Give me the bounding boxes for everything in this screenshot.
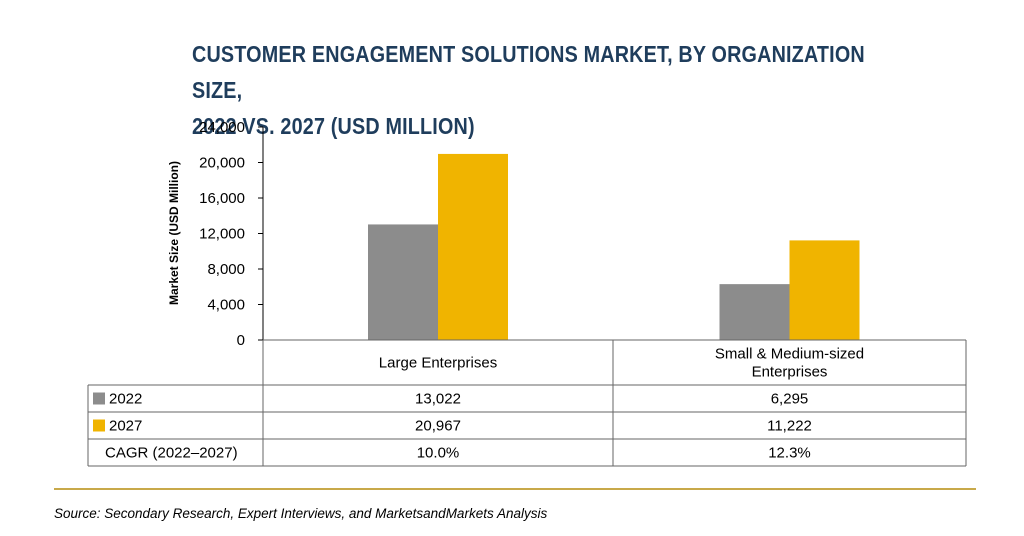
y-tick-label: 16,000 bbox=[199, 190, 245, 207]
data-label: 20,967 bbox=[415, 418, 461, 435]
chart-title-line-1: CUSTOMER ENGAGEMENT SOLUTIONS MARKET, BY… bbox=[192, 41, 865, 103]
legend-swatch-2027 bbox=[93, 419, 105, 432]
y-tick-label: 0 bbox=[237, 332, 245, 349]
x-category-label: Enterprises bbox=[752, 364, 828, 381]
legend-label-2022: 2022 bbox=[109, 391, 142, 408]
cagr-value: 10.0% bbox=[417, 445, 460, 462]
chart-title-line-2: 2022 VS. 2027 (USD MILLION) bbox=[192, 113, 475, 139]
legend-label-2027: 2027 bbox=[109, 418, 142, 435]
cagr-value: 12.3% bbox=[768, 445, 811, 462]
data-label: 6,295 bbox=[771, 391, 809, 408]
bar-2027-1 bbox=[789, 240, 860, 340]
y-axis-label: Market Size (USD Million) bbox=[167, 161, 181, 305]
x-category-label: Small & Medium-sized bbox=[715, 346, 864, 363]
y-tick-label: 20,000 bbox=[199, 155, 245, 172]
cagr-row-label: CAGR (2022–2027) bbox=[105, 445, 238, 462]
y-tick-label: 4,000 bbox=[207, 297, 245, 314]
chart-title: CUSTOMER ENGAGEMENT SOLUTIONS MARKET, BY… bbox=[192, 36, 880, 144]
source-note: Source: Secondary Research, Expert Inter… bbox=[54, 506, 548, 521]
legend-swatch-2022 bbox=[93, 392, 105, 405]
data-label: 11,222 bbox=[767, 418, 812, 435]
y-tick-label: 12,000 bbox=[199, 226, 245, 243]
x-category-label: Large Enterprises bbox=[379, 355, 497, 372]
bar-2027-0 bbox=[438, 153, 508, 340]
y-tick-label: 8,000 bbox=[207, 261, 245, 278]
bar-2022-0 bbox=[368, 224, 438, 340]
data-label: 13,022 bbox=[415, 391, 461, 408]
y-tick-label: 24,000 bbox=[199, 119, 245, 136]
bar-2022-1 bbox=[719, 284, 790, 340]
